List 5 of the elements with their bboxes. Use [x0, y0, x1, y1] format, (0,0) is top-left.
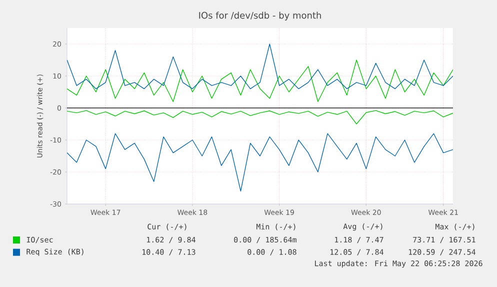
line-series — [67, 133, 454, 192]
line-series — [67, 60, 454, 102]
chart-title: IOs for /dev/sdb - by month — [199, 12, 321, 20]
line-series — [67, 110, 454, 124]
line-series — [67, 44, 454, 90]
